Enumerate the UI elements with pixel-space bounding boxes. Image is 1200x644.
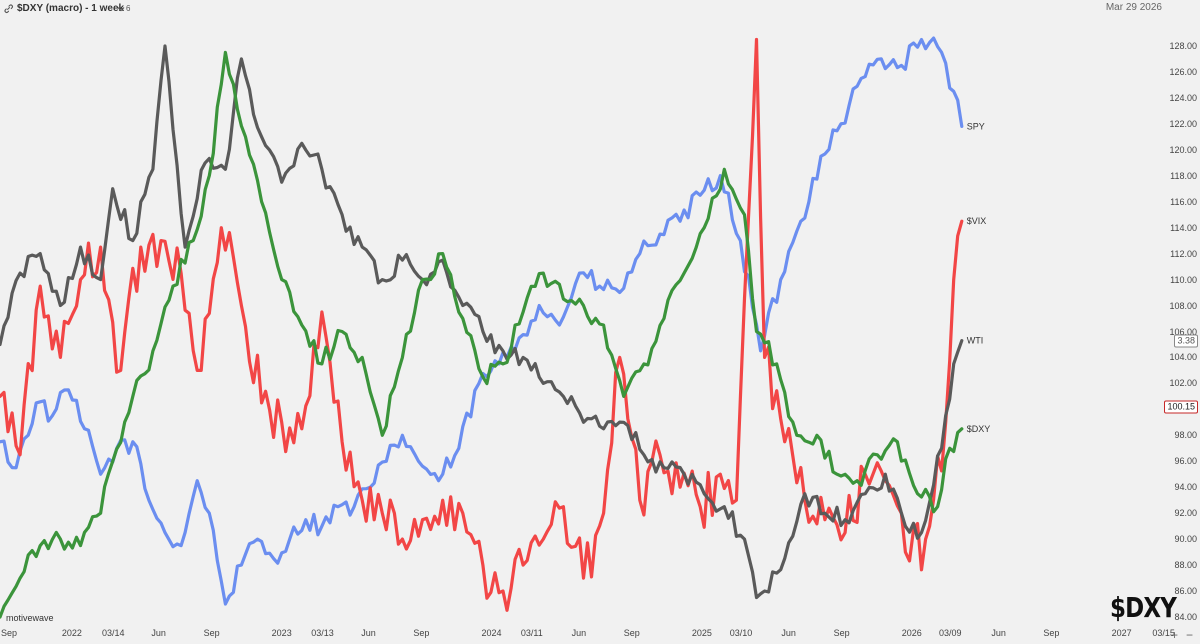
x-tick-label: Jun xyxy=(991,628,1006,638)
y-tick-label: 98.00 xyxy=(1174,430,1197,441)
x-tick-label: Jun xyxy=(361,628,376,638)
x-tick-label: 2027 xyxy=(1111,628,1132,638)
series-label-spy: SPY xyxy=(967,121,985,131)
x-tick-label: 2023 xyxy=(271,628,292,638)
y-tick-label: 116.00 xyxy=(1170,196,1197,207)
x-tick-label: Sep xyxy=(203,628,220,638)
series-label-dxy: $DXY xyxy=(967,424,991,434)
y-tick-label: 108.00 xyxy=(1169,300,1197,311)
y-tick-label: 104.00 xyxy=(1169,352,1197,363)
y-tick-label: 128.00 xyxy=(1169,41,1197,51)
x-tick-label: 2025 xyxy=(691,628,712,638)
x-tick-label: 2024 xyxy=(481,628,502,638)
series-line-dxy[interactable] xyxy=(0,50,964,619)
y-tick-label: 96.00 xyxy=(1174,456,1197,467)
x-tick-label: Sep xyxy=(1,628,18,638)
series-line-vix[interactable] xyxy=(0,37,964,612)
y-tick-label: 92.00 xyxy=(1174,508,1197,519)
y-tick-label: 106.00 xyxy=(1169,326,1197,337)
chart-title[interactable]: $DXY (macro) - 1 week xyxy=(17,3,125,14)
series-line-wti[interactable] xyxy=(0,44,964,600)
x-tick-label: Sep xyxy=(623,628,640,638)
y-tick-label: 90.00 xyxy=(1174,534,1197,545)
x-tick-label: 03/13 xyxy=(311,628,334,638)
chevron-down-icon[interactable] xyxy=(116,4,126,14)
y-tick-label: 86.00 xyxy=(1174,586,1197,596)
series-label-vix: $VIX xyxy=(967,216,987,226)
x-tick-label: Sep xyxy=(413,628,430,638)
x-tick-label: Jun xyxy=(571,628,587,638)
chart-header: $DXY (macro) - 1 week 6 Mar 29 2026 xyxy=(0,0,1200,20)
x-tick-label: Jun xyxy=(781,628,796,638)
y-tick-label: 120.00 xyxy=(1169,144,1197,155)
zoom-out-button[interactable]: − xyxy=(1186,628,1194,642)
y-tick-label: 112.00 xyxy=(1170,248,1197,259)
ticker-badge: $DXY xyxy=(1110,591,1177,624)
x-tick-label: 03/11 xyxy=(520,628,543,638)
series-layer xyxy=(0,36,964,619)
date-label: Mar 29 2026 xyxy=(1105,2,1162,13)
y-tick-label: 126.00 xyxy=(1169,66,1197,77)
x-tick-label: Jun xyxy=(151,628,166,638)
link-icon[interactable] xyxy=(3,3,14,14)
y-tick-label: 110.00 xyxy=(1170,274,1197,285)
series-line-spy[interactable] xyxy=(0,36,964,606)
study-count: 6 xyxy=(126,4,131,13)
y-axis[interactable]: 128.00 126.00 124.00 122.00 120.00 118.00 116.… xyxy=(1164,0,1200,626)
x-tick-label: 03/14 xyxy=(102,628,125,638)
watermark: motivewave xyxy=(6,613,54,623)
y-tick-label: 84.00 xyxy=(1174,612,1197,622)
y-tick-label: 102.00 xyxy=(1169,378,1197,389)
x-tick-label: 2026 xyxy=(901,628,922,638)
y-tick-label: 88.00 xyxy=(1174,560,1197,571)
x-tick-label: 03/09 xyxy=(939,628,962,638)
x-tick-label: 03/10 xyxy=(729,628,753,638)
x-axis[interactable]: Sep 2022 03/14 Jun Sep 2023 03/13 Jun Sep 2024 03/… xyxy=(0,626,1200,644)
y-tick-label: 124.00 xyxy=(1169,92,1197,103)
series-label-layer: SPY $VIX WTI $DXY xyxy=(967,121,991,433)
series-label-wti: WTI xyxy=(967,336,984,346)
x-tick-label: 2022 xyxy=(61,628,82,638)
y-tick-label: 118.00 xyxy=(1170,170,1197,181)
zoom-in-button[interactable]: + xyxy=(1171,628,1179,642)
y-tick-label: 114.00 xyxy=(1170,222,1197,233)
x-tick-label: 03/15 xyxy=(1152,628,1175,638)
x-tick-label: Sep xyxy=(833,628,850,638)
y-tick-label: 94.00 xyxy=(1174,482,1197,493)
last-value-badge: 3.38 xyxy=(1174,334,1198,348)
x-tick-label: Sep xyxy=(1043,628,1060,638)
plot-area[interactable]: SPY $VIX WTI $DXY xyxy=(0,0,1167,626)
y-tick-label: 122.00 xyxy=(1169,118,1197,129)
last-value-badge: 100.15 xyxy=(1164,400,1198,414)
